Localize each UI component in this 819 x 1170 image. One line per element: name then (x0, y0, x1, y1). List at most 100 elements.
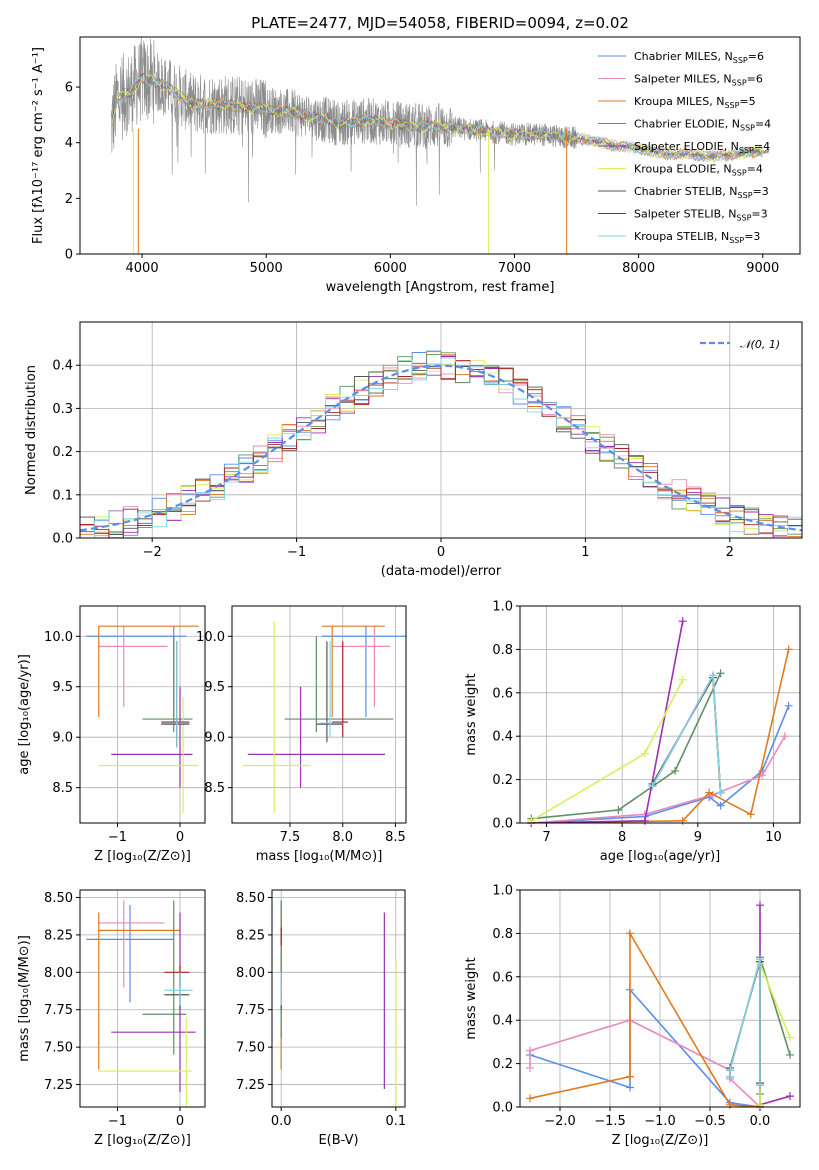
aw-marker-8-2 (716, 788, 725, 797)
aw-series-0 (531, 705, 790, 823)
mage-frame (231, 605, 407, 824)
spec-xtick-label-2: 6000 (374, 261, 407, 276)
legend-label-3: Chabrier ELODIE, NSSP=4 (634, 118, 771, 133)
zage-ytick-label-1: 9.0 (52, 731, 73, 746)
zw-marker-5-0 (756, 1100, 764, 1109)
zw-marker-4-1 (756, 901, 764, 910)
spec-frame (79, 36, 801, 255)
zage-ytick-label-0: 8.5 (52, 781, 73, 796)
em-axes: 0.0 0.1 7.25 7.50 7.75 8.00 8.25 8.50 E(B-V) (236, 890, 406, 1148)
hist-xtick-label-3: 1 (581, 545, 589, 560)
aw-series-5 (530, 679, 684, 822)
zm-ytick-label-2: 7.75 (44, 1003, 73, 1018)
spec-xtick-label-5: 9000 (746, 261, 779, 276)
zw-marker-1-1 (526, 1046, 534, 1055)
zw-marker-2-2 (626, 929, 634, 938)
zm-frame (79, 889, 206, 1108)
aw-ytick-label-2: 0.4 (492, 730, 513, 745)
em-ytick-label-4: 8.25 (236, 928, 265, 943)
zm-xtick-label-0: −1 (108, 1114, 127, 1129)
spec-xtick-label-1: 5000 (250, 261, 283, 276)
zw-xtick-label-1: −1.5 (594, 1114, 626, 1129)
hist-xlabel: (data-model)/error (381, 564, 502, 579)
aw-xlabel: age [log₁₀(age/yr)] (600, 849, 721, 864)
spec-ylabel: Flux [fλ10⁻¹⁷ erg cm⁻² s⁻¹ A⁻¹] (31, 47, 46, 244)
aw-marker-3-2 (671, 766, 680, 775)
legend-label-8: Kroupa STELIB, NSSP=3 (634, 230, 760, 245)
zw-xtick-label-2: −1.0 (644, 1114, 676, 1129)
hist-axes: −2 −1 0 1 2 0.0 0.1 0.2 0.3 0.4 (data-model)/error… (24, 322, 802, 579)
aw-marker-2-3 (746, 810, 755, 819)
zw-ytick-label-0: 0.0 (492, 1101, 513, 1116)
zw-xtick-label-0: −2.0 (544, 1114, 576, 1129)
figure-title: PLATE=2477, MJD=54058, FIBERID=0094, z=0… (251, 14, 629, 32)
zm-xtick-label-1: 0 (176, 1114, 184, 1129)
hist-ytick-label-0: 0.0 (52, 532, 73, 547)
mage-ytick-label-1: 9.0 (204, 731, 225, 746)
spec-ytick-label-1: 2 (65, 192, 73, 207)
hist-xtick-label-1: −1 (287, 545, 306, 560)
zw-marker-1-0 (526, 1063, 534, 1072)
zw-marker-3-2 (786, 1050, 794, 1059)
zw-marker-2-0 (526, 1094, 534, 1103)
aw-ytick-label-5: 1.0 (492, 600, 513, 615)
em-ytick-label-2: 7.75 (236, 1003, 265, 1018)
hist-normal-curve (79, 364, 803, 532)
zm-ytick-label-1: 7.50 (44, 1041, 73, 1056)
aw-marker-0-5 (784, 701, 793, 710)
zw-marker-4-3 (786, 1092, 794, 1101)
mage-xlabel: mass [log₁₀(M/M⊙)] (256, 849, 383, 864)
em-ytick-label-1: 7.50 (236, 1041, 265, 1056)
aw-marker-2-4 (784, 645, 793, 654)
legend-label-4: Salpeter ELODIE, NSSP=4 (634, 140, 770, 155)
aw-ylabel: mass weight (464, 673, 479, 755)
zage-ytick-label-3: 10.0 (44, 630, 73, 645)
spec-ytick-label-3: 6 (65, 81, 73, 96)
zm-xlabel: Z [log₁₀(Z/Z⊙)] (94, 1133, 191, 1148)
mage-xtick-label-2: 8.5 (385, 830, 406, 845)
legend-label-2: Kroupa MILES, NSSP=5 (634, 95, 756, 110)
aw-marker-4-1 (640, 816, 649, 825)
aw-xtick-label-3: 10 (765, 830, 782, 845)
zw-series-8 (729, 959, 761, 1086)
spec-model-c2 (111, 77, 763, 162)
em-ytick-label-5: 8.50 (236, 891, 265, 906)
hist-ytick-label-3: 0.3 (52, 402, 73, 417)
mage-ytick-label-2: 9.5 (204, 680, 225, 695)
spec-ytick-label-0: 0 (65, 248, 73, 263)
aw-frame (519, 605, 801, 824)
zw-xtick-label-4: 0.0 (750, 1114, 771, 1129)
zw-marker-8-1 (726, 1066, 734, 1075)
zw-series-6 (729, 961, 761, 1084)
aw-marker-8-1 (708, 671, 717, 680)
aw-ytick-label-3: 0.6 (492, 686, 513, 701)
zw-marker-2-3 (726, 1100, 734, 1109)
spec-legend: Chabrier MILES, NSSP=6 Salpeter MILES, NS… (598, 50, 771, 245)
zw-ytick-label-2: 0.4 (492, 1014, 513, 1029)
zw-marker-8-2 (756, 955, 764, 964)
hist-ytick-label-1: 0.1 (52, 488, 73, 503)
zw-ytick-label-1: 0.2 (492, 1057, 513, 1072)
hist-ylabel: Normed distribution (24, 365, 39, 495)
em-xtick-label-1: 0.1 (385, 1114, 406, 1129)
aw-marker-5-2 (678, 675, 687, 684)
zw-series-5 (759, 963, 791, 1105)
aw-marker-1-4 (780, 732, 789, 741)
aw-marker-2-2 (705, 788, 714, 797)
spec-model-c5 (111, 73, 764, 163)
mage-ytick-label-3: 10.0 (196, 630, 225, 645)
aw-ytick-label-0: 0.0 (492, 817, 513, 832)
zage-xlabel: Z [log₁₀(Z/Z⊙)] (94, 849, 191, 864)
zw-ytick-label-4: 0.8 (492, 927, 513, 942)
hist-ytick-label-4: 0.4 (52, 359, 73, 374)
spec-xtick-label-4: 8000 (622, 261, 655, 276)
em-ytick-label-0: 7.25 (236, 1078, 265, 1093)
aw-marker-0-3 (716, 801, 725, 810)
zm-ytick-label-5: 8.50 (44, 891, 73, 906)
em-xtick-label-0: 0.0 (271, 1114, 292, 1129)
zw-ytick-label-5: 1.0 (492, 884, 513, 899)
aw-xtick-label-1: 8 (618, 830, 626, 845)
zw-frame (519, 889, 801, 1108)
aw-marker-3-3 (716, 669, 725, 678)
zw-ylabel: mass weight (464, 957, 479, 1039)
